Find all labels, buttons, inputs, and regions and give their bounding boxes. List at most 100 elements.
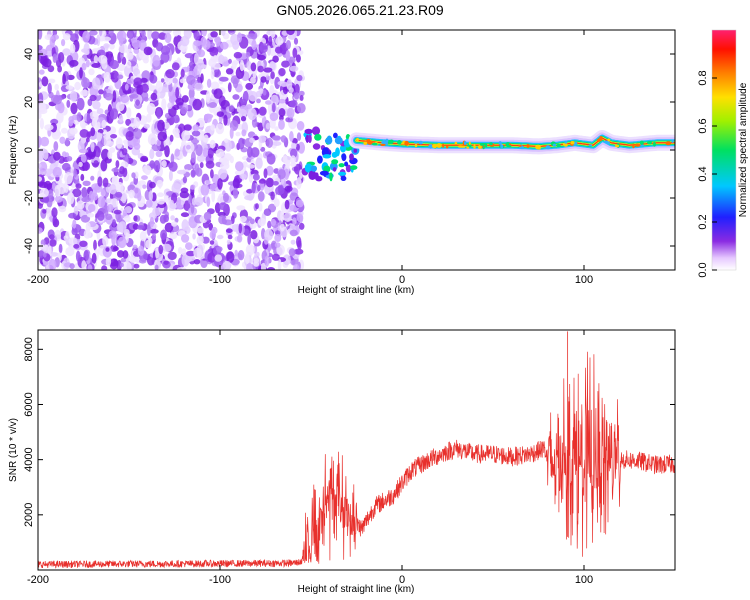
spectrogram-cell <box>163 214 169 223</box>
spectrogram-cell <box>85 59 90 68</box>
ridge-core <box>355 137 675 148</box>
spectrogram-cell <box>322 154 332 159</box>
spectrogram-cell <box>225 228 233 233</box>
ridge-spot <box>363 141 368 145</box>
spectrogram-cell <box>64 172 73 185</box>
spectrogram-cell <box>133 263 140 269</box>
spectrogram-cell <box>186 74 196 85</box>
spectrogram-cell <box>109 258 119 270</box>
spectrogram-cell <box>74 81 81 91</box>
spectrogram-cell <box>240 116 247 122</box>
chart-title: GN05.2026.065.21.23.R09 <box>276 2 444 18</box>
colorbar-frame <box>711 29 737 271</box>
spectrogram-cell <box>247 108 257 121</box>
spectrogram-cell <box>93 55 99 64</box>
ridge-spot <box>647 141 652 145</box>
spectrogram-cell <box>218 54 225 64</box>
spectrogram-cell <box>262 89 267 96</box>
spectrogram-cell <box>163 122 170 130</box>
spectrogram-cell <box>138 258 147 264</box>
spectrogram-cell <box>143 96 149 102</box>
spectrogram-cell <box>192 68 198 77</box>
spectrogram-cell <box>148 83 153 91</box>
ridge-spot <box>526 143 530 149</box>
spectrogram-cell <box>112 219 117 227</box>
spectrogram-cell <box>214 36 221 43</box>
spectrogram-cell <box>133 215 138 222</box>
spectrogram-cell <box>66 99 71 108</box>
spectrogram-cell <box>38 136 41 148</box>
spectrogram-cell <box>261 262 266 270</box>
ridge-spot <box>564 141 568 144</box>
y-tick-label: 0 <box>23 147 35 153</box>
spectrogram-cell <box>257 65 264 73</box>
spectrogram-cell <box>141 175 148 181</box>
y-tick-label: 8000 <box>23 337 35 361</box>
spectrogram-cell <box>120 257 127 263</box>
spectrogram-cell <box>151 144 161 152</box>
spectrogram-cell <box>237 32 242 43</box>
ridge-spot <box>397 140 402 145</box>
spectrogram-cell <box>123 215 131 223</box>
spectrogram-cell <box>227 82 232 93</box>
spectrogram-cell <box>80 214 91 223</box>
ridge-spot <box>381 140 387 145</box>
spectrogram-cell <box>263 67 273 73</box>
spectrogram-cell <box>62 33 71 41</box>
spectrogram-cell <box>151 232 157 241</box>
spectrogram-cell <box>128 189 135 199</box>
ridge-spot <box>432 144 438 149</box>
spectrogram-cell <box>109 108 119 120</box>
spectrogram-cell <box>146 113 152 123</box>
spectrogram-cell <box>308 134 312 144</box>
spectrogram-cell <box>38 163 42 169</box>
spectrogram-cell <box>97 55 108 64</box>
spectrogram-cell <box>191 197 197 206</box>
spectrogram-cell <box>270 191 275 201</box>
spectrogram-cell <box>82 180 91 186</box>
spectrogram-cell <box>213 88 223 99</box>
spectrogram-cell <box>97 212 105 221</box>
colorbar-tick-label: 0.8 <box>697 70 709 85</box>
spectrogram-cell <box>186 255 196 262</box>
ridge-spot <box>545 145 551 150</box>
spectrogram-cell <box>157 131 168 142</box>
spectrogram-cell <box>246 164 256 169</box>
spectrogram-cell <box>42 260 49 266</box>
spectrogram-cell <box>171 62 180 71</box>
spectrogram-cell <box>176 204 183 210</box>
spectrogram-cell <box>225 68 234 75</box>
spectrogram-cell <box>102 246 113 258</box>
colorbar-tick-label: 0.6 <box>697 118 709 133</box>
spectrogram-cell <box>272 181 279 186</box>
spectrogram-cell <box>165 69 175 79</box>
snr-series-line <box>38 351 675 569</box>
spectrogram-cell <box>87 264 93 270</box>
spectrogram-cell <box>235 131 241 137</box>
spectrogram-cell <box>238 223 243 234</box>
spectrogram-cell <box>227 234 233 240</box>
spectrogram-cell <box>102 129 108 135</box>
spectrogram-cell <box>170 215 175 221</box>
spectrogram-cell <box>344 161 349 167</box>
spectrogram-cell <box>250 76 256 84</box>
spectrogram-cell <box>181 130 191 141</box>
y-tick-label: 4000 <box>23 447 35 471</box>
spectrogram-cell <box>63 181 69 193</box>
spectrogram-cell <box>38 244 46 250</box>
spectrogram-cell <box>96 121 101 129</box>
ridge-spot <box>588 144 593 147</box>
spectrogram-cell <box>274 242 281 248</box>
spectrogram-cell <box>115 137 123 149</box>
spectrogram-cell <box>76 200 85 210</box>
spectrogram-cell <box>83 42 90 56</box>
spectrogram-cell <box>332 167 337 172</box>
spectrogram-cell <box>117 74 124 80</box>
spectrogram-cell <box>263 208 272 216</box>
spectrogram-cell <box>232 178 240 189</box>
spectrogram-cell <box>149 229 159 234</box>
spectrogram-cell <box>278 108 286 117</box>
spectrogram-cell <box>52 166 62 178</box>
spectrogram-cell <box>265 75 271 81</box>
spectrogram-cell <box>124 83 129 91</box>
